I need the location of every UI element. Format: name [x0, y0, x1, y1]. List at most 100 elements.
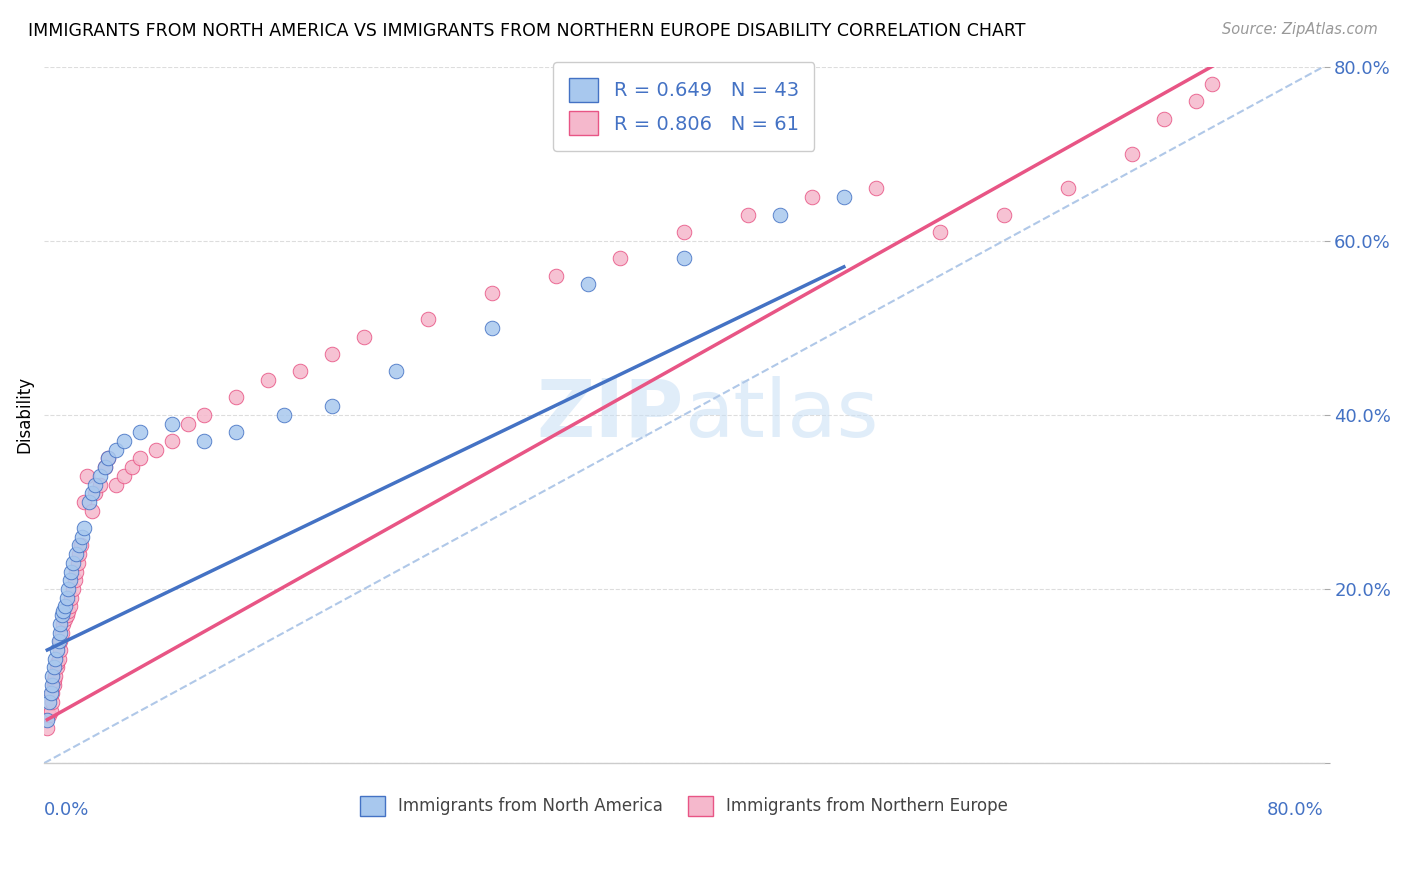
- Point: [42, 673, 65, 688]
- Point: [45, 656, 67, 670]
- Point: [544, 268, 567, 283]
- Point: [865, 181, 887, 195]
- Point: [273, 408, 295, 422]
- Point: [672, 225, 695, 239]
- Point: [481, 320, 503, 334]
- Point: [55, 608, 77, 623]
- Point: [56, 604, 79, 618]
- Text: IMMIGRANTS FROM NORTH AMERICA VS IMMIGRANTS FROM NORTHERN EUROPE DISABILITY CORR: IMMIGRANTS FROM NORTH AMERICA VS IMMIGRA…: [28, 22, 1025, 40]
- Point: [59, 599, 82, 614]
- Point: [121, 460, 143, 475]
- Point: [1121, 146, 1143, 161]
- Point: [77, 495, 100, 509]
- Point: [82, 503, 104, 517]
- Point: [41, 695, 63, 709]
- Text: 80.0%: 80.0%: [1267, 801, 1323, 820]
- Point: [39, 686, 62, 700]
- Point: [1201, 77, 1223, 91]
- Point: [576, 277, 599, 292]
- Point: [48, 634, 70, 648]
- Text: Source: ZipAtlas.com: Source: ZipAtlas.com: [1222, 22, 1378, 37]
- Point: [609, 251, 631, 265]
- Text: 0.0%: 0.0%: [44, 801, 90, 820]
- Point: [37, 713, 59, 727]
- Point: [321, 347, 343, 361]
- Point: [105, 477, 128, 491]
- Point: [67, 539, 90, 553]
- Point: [94, 460, 117, 475]
- Point: [193, 434, 215, 448]
- Point: [97, 451, 120, 466]
- Point: [288, 364, 311, 378]
- Point: [41, 686, 63, 700]
- Point: [257, 373, 280, 387]
- Point: [65, 547, 87, 561]
- Point: [160, 417, 183, 431]
- Point: [37, 721, 59, 735]
- Point: [89, 477, 111, 491]
- Point: [82, 486, 104, 500]
- Point: [52, 616, 75, 631]
- Point: [928, 225, 950, 239]
- Point: [94, 460, 117, 475]
- Point: [76, 468, 98, 483]
- Point: [800, 190, 823, 204]
- Point: [42, 678, 65, 692]
- Point: [160, 434, 183, 448]
- Point: [63, 574, 86, 588]
- Point: [44, 651, 66, 665]
- Point: [49, 643, 72, 657]
- Point: [416, 312, 439, 326]
- Point: [832, 190, 855, 204]
- Point: [129, 425, 152, 440]
- Point: [72, 530, 94, 544]
- Point: [225, 391, 247, 405]
- Point: [49, 634, 72, 648]
- Text: ZIP: ZIP: [537, 376, 683, 454]
- Point: [41, 678, 63, 692]
- Text: atlas: atlas: [683, 376, 879, 454]
- Point: [177, 417, 200, 431]
- Point: [97, 451, 120, 466]
- Point: [38, 708, 60, 723]
- Legend: Immigrants from North America, Immigrants from Northern Europe: Immigrants from North America, Immigrant…: [352, 788, 1017, 824]
- Point: [89, 468, 111, 483]
- Point: [67, 547, 90, 561]
- Y-axis label: Disability: Disability: [15, 376, 32, 453]
- Point: [62, 556, 84, 570]
- Point: [993, 208, 1015, 222]
- Point: [60, 591, 83, 605]
- Point: [51, 625, 73, 640]
- Point: [672, 251, 695, 265]
- Point: [70, 539, 93, 553]
- Point: [1184, 95, 1206, 109]
- Point: [53, 599, 76, 614]
- Point: [45, 660, 67, 674]
- Point: [481, 285, 503, 300]
- Point: [42, 660, 65, 674]
- Point: [39, 704, 62, 718]
- Point: [769, 208, 792, 222]
- Point: [65, 565, 87, 579]
- Point: [38, 695, 60, 709]
- Point: [112, 434, 135, 448]
- Point: [1153, 112, 1175, 126]
- Point: [52, 604, 75, 618]
- Point: [353, 329, 375, 343]
- Point: [45, 643, 67, 657]
- Point: [105, 442, 128, 457]
- Point: [49, 625, 72, 640]
- Point: [62, 582, 84, 596]
- Point: [48, 651, 70, 665]
- Point: [225, 425, 247, 440]
- Point: [66, 556, 89, 570]
- Point: [84, 486, 107, 500]
- Point: [385, 364, 408, 378]
- Point: [321, 399, 343, 413]
- Point: [73, 495, 96, 509]
- Point: [145, 442, 167, 457]
- Point: [737, 208, 759, 222]
- Point: [44, 669, 66, 683]
- Point: [53, 612, 76, 626]
- Point: [51, 608, 73, 623]
